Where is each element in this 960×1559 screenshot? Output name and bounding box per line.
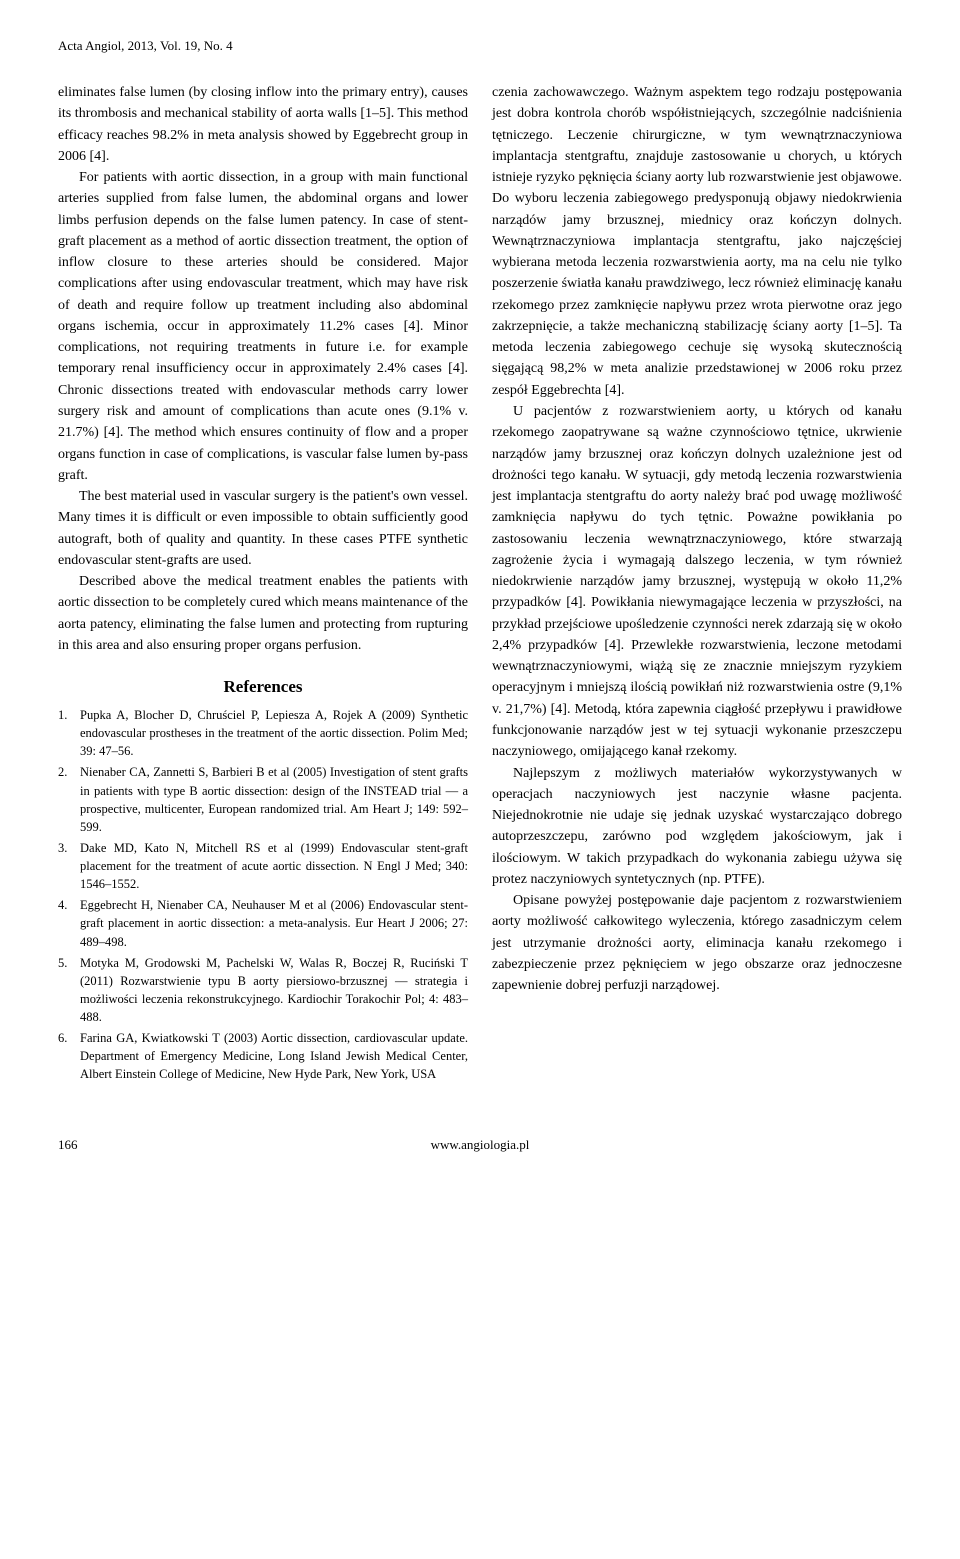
- left-p4: Described above the medical treatment en…: [58, 571, 468, 656]
- ref-text: Farina GA, Kwiatkowski T (2003) Aortic d…: [80, 1029, 468, 1083]
- right-p4: Opisane powyżej postępowanie daje pacjen…: [492, 890, 902, 996]
- ref-num: 5.: [58, 954, 80, 1027]
- reference-item: 1.Pupka A, Blocher D, Chruściel P, Lepie…: [58, 706, 468, 760]
- reference-item: 5.Motyka M, Grodowski M, Pachelski W, Wa…: [58, 954, 468, 1027]
- right-p2: U pacjentów z rozwarstwieniem aorty, u k…: [492, 401, 902, 763]
- right-column: czenia zachowawczego. Ważnym aspektem te…: [492, 82, 902, 1087]
- reference-item: 6.Farina GA, Kwiatkowski T (2003) Aortic…: [58, 1029, 468, 1083]
- ref-num: 2.: [58, 763, 80, 836]
- ref-num: 6.: [58, 1029, 80, 1083]
- footer-site: www.angiologia.pl: [431, 1137, 530, 1153]
- ref-text: Eggebrecht H, Nienaber CA, Neuhauser M e…: [80, 896, 468, 950]
- journal-header: Acta Angiol, 2013, Vol. 19, No. 4: [58, 38, 902, 54]
- ref-num: 3.: [58, 839, 80, 893]
- reference-item: 2.Nienaber CA, Zannetti S, Barbieri B et…: [58, 763, 468, 836]
- left-p2: For patients with aortic dissection, in …: [58, 167, 468, 486]
- left-p1: eliminates false lumen (by closing inflo…: [58, 82, 468, 167]
- page-number: 166: [58, 1137, 78, 1153]
- ref-num: 1.: [58, 706, 80, 760]
- reference-item: 3.Dake MD, Kato N, Mitchell RS et al (19…: [58, 839, 468, 893]
- reference-item: 4.Eggebrecht H, Nienaber CA, Neuhauser M…: [58, 896, 468, 950]
- page-footer: 166 www.angiologia.pl: [58, 1129, 902, 1153]
- right-p3: Najlepszym z możliwych materiałów wykorz…: [492, 763, 902, 891]
- right-p1: czenia zachowawczego. Ważnym aspektem te…: [492, 82, 902, 401]
- content-columns: eliminates false lumen (by closing inflo…: [58, 82, 902, 1087]
- ref-num: 4.: [58, 896, 80, 950]
- ref-text: Pupka A, Blocher D, Chruściel P, Lepiesz…: [80, 706, 468, 760]
- left-column: eliminates false lumen (by closing inflo…: [58, 82, 468, 1087]
- ref-text: Motyka M, Grodowski M, Pachelski W, Wala…: [80, 954, 468, 1027]
- reference-list: 1.Pupka A, Blocher D, Chruściel P, Lepie…: [58, 706, 468, 1084]
- ref-text: Dake MD, Kato N, Mitchell RS et al (1999…: [80, 839, 468, 893]
- left-p3: The best material used in vascular surge…: [58, 486, 468, 571]
- references-heading: References: [58, 674, 468, 700]
- ref-text: Nienaber CA, Zannetti S, Barbieri B et a…: [80, 763, 468, 836]
